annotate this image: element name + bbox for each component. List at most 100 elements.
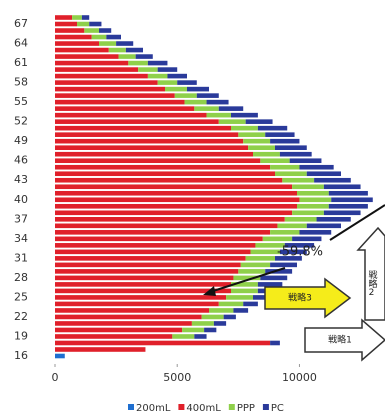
arrows [203,204,385,362]
bar-segment [55,256,246,261]
bar-segment [55,321,192,326]
bar-segment [231,112,258,118]
bar-segment [55,41,99,46]
bar-segment [223,314,236,320]
arrow-right [264,277,352,319]
bar-segment [260,158,290,164]
bar-segment [55,99,185,105]
bar-segment [275,256,302,261]
y-tick-label: 46 [14,154,28,167]
bar-segment [299,197,332,203]
bar-segment [206,112,231,118]
y-tick-label: 16 [14,349,28,362]
x-tick-label: 5000 [163,371,191,384]
bar-segment [328,190,368,196]
bar-segment [99,41,117,46]
bars [55,15,373,359]
bar-segment [306,223,341,229]
bar-segment [55,60,129,66]
y-tick-label: 28 [14,271,28,284]
bar-segment [147,60,168,66]
y-tick-label: 49 [14,134,28,147]
bar-segment [55,34,92,40]
bar-segment [165,86,187,92]
bar-segment [167,73,187,79]
bar-segment [55,295,227,300]
x-tick-label: 0 [52,371,59,384]
bar-segment [270,164,300,170]
bar-segment [314,177,351,183]
bar-segment [245,256,275,261]
bar-segment [306,171,341,177]
bar-segment [277,223,307,229]
bar-segment [218,119,246,124]
bar-segment [91,34,107,40]
bar-segment [55,269,239,274]
bar-segment [55,177,283,183]
bar-segment [248,145,275,150]
bar-segment [218,301,244,307]
bar-segment [284,243,315,248]
legend-swatch [128,404,134,410]
bar-segment [284,217,317,222]
bar-segment [255,243,285,248]
bar-segment [213,321,227,326]
y-tick-label: 43 [14,173,28,186]
annotation: 戦略1 [328,334,352,346]
bar-segment [125,47,143,53]
arrow-line [209,267,286,293]
bar-segment [191,321,214,326]
bar-segment [55,314,202,320]
bar-segment [177,80,197,85]
y-tick-label: 34 [14,232,28,245]
annotation: -59.8% [277,245,323,260]
y-tick-label: 19 [14,329,28,342]
bar-segment [282,177,315,183]
bar-segment [231,125,258,131]
bar-segment [194,106,219,111]
bar-segment [81,15,90,20]
y-tick-label: 25 [14,290,28,303]
bar-segment [270,262,297,268]
bar-segment [297,190,329,196]
legend-label: PC [271,403,284,414]
bar-segment [55,164,271,170]
bar-segment [138,67,158,72]
bar-segment [55,190,297,196]
bar-segment [243,138,271,144]
bar-segment [292,210,324,216]
bar-segment [196,93,219,98]
bar-segment [106,34,121,40]
bar-segment [323,184,361,190]
bar-segment [55,236,263,242]
bar-segment [55,184,293,190]
bar-segment [55,86,165,92]
x-tick-label: 10000 [282,371,317,384]
bar-segment [328,203,368,209]
bar-segment [231,288,258,294]
bar-segment [275,145,307,150]
bar-segment [289,158,322,164]
bar-segment [270,138,300,144]
bar-segment [55,230,271,235]
bar-segment [55,217,285,222]
bar-segment [72,15,82,20]
bar-segment [55,327,183,333]
bar-segment [89,21,102,27]
legend-swatch [228,404,235,410]
arrow-up [356,226,385,321]
bar-segment [260,275,288,281]
bar-segment [55,132,239,137]
bar-segment [84,28,99,33]
bar-segment [55,28,85,33]
bar-segment [270,230,300,235]
y-tick-label: 22 [14,310,28,323]
bar-segment [55,288,231,294]
bar-segment [331,197,373,203]
bar-segment [174,93,197,98]
bar-segment [55,47,109,53]
bar-segment [55,125,231,131]
bar-segment [55,282,231,287]
legend-swatch [178,404,185,410]
